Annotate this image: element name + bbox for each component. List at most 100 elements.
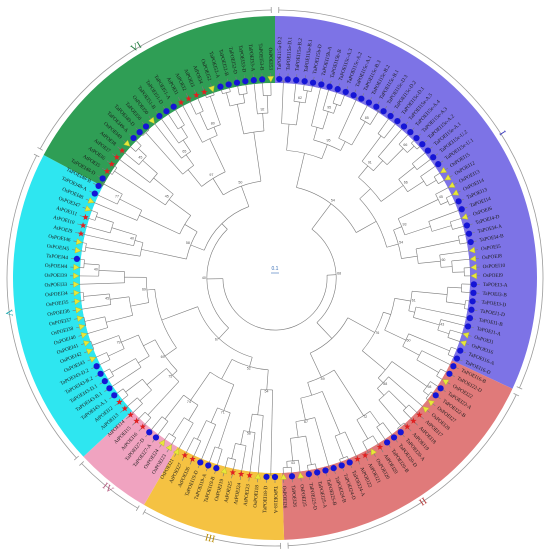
tree-branch-arc	[243, 130, 265, 135]
tree-branch	[369, 111, 379, 125]
tree-branch-arc	[122, 388, 129, 396]
tree-branch	[351, 121, 366, 146]
tree-branch-arc	[206, 420, 216, 425]
tree-branch	[322, 391, 341, 435]
scale-bar-label: 0.1	[272, 266, 279, 272]
wheat-leaf-marker	[384, 439, 391, 446]
tree-branch	[120, 397, 138, 413]
leaf-label: OsPOEI36	[47, 308, 71, 318]
wheat-leaf-marker	[250, 77, 257, 84]
wheat-leaf-marker	[301, 78, 308, 85]
wheat-leaf-marker	[314, 469, 321, 476]
tree-branch-arc	[436, 368, 441, 377]
tree-branch-arc	[423, 381, 431, 392]
tree-branch	[404, 226, 431, 236]
tree-branch-arc	[384, 298, 395, 331]
bootstrap-value: 80	[211, 121, 215, 125]
tree-branch	[423, 390, 429, 396]
tree-branch-arc	[300, 391, 323, 399]
wheat-leaf-marker	[334, 86, 341, 93]
bootstrap-value: 52	[247, 366, 251, 370]
tree-branch	[161, 306, 198, 321]
tree-branch-arc	[286, 150, 322, 159]
rice-leaf-marker	[442, 379, 450, 386]
rice-leaf-marker	[73, 281, 80, 288]
tree-branch	[408, 404, 424, 420]
tree-branch	[141, 249, 187, 260]
clade-label-i: I	[497, 129, 508, 138]
leaf-label: TaPOEI3-A	[483, 282, 508, 289]
rice-leaf-marker	[76, 315, 84, 322]
tree-branch-arc	[203, 206, 249, 251]
tree-branch	[386, 148, 404, 165]
leaf-label: TaPOEI25-D	[307, 482, 318, 510]
rice-leaf-marker	[462, 332, 470, 339]
wheat-leaf-marker	[430, 154, 437, 161]
wheat-leaf-marker	[346, 459, 353, 466]
rice-leaf-marker	[73, 289, 80, 297]
clade-sector-iii	[144, 446, 285, 540]
leaf-label: OsPOEI6	[472, 206, 493, 218]
tree-branch-arc	[109, 222, 114, 233]
tree-branch	[333, 369, 364, 416]
tree-branch	[322, 111, 329, 130]
tree-branch	[188, 404, 199, 421]
tree-branch-arc	[243, 430, 256, 433]
leaf-label: TaPOEI26	[290, 485, 298, 508]
tree-branch	[108, 348, 125, 357]
bootstrap-value: 54	[265, 390, 269, 394]
leaf-label: OsPOEI26	[281, 486, 288, 509]
tree-branch	[393, 226, 402, 231]
tree-branch	[407, 145, 415, 153]
tree-branch	[180, 126, 188, 138]
tree-branch-arc	[197, 306, 253, 358]
bootstrap-value: 76	[375, 331, 379, 335]
rice-leaf-marker	[448, 181, 456, 188]
tree-branch	[212, 178, 224, 196]
leaf-label: OsPOEI25	[298, 484, 307, 507]
tree-branch	[296, 101, 300, 126]
wheat-leaf-marker	[432, 392, 439, 399]
tree-branch	[321, 144, 328, 159]
wheat-leaf-marker	[435, 161, 442, 168]
leaf-label: OsPOEI46	[48, 234, 72, 244]
tree-branch	[373, 160, 383, 171]
tree-branch	[402, 346, 420, 356]
tree-branch-arc	[397, 422, 405, 429]
tree-branch-arc	[408, 291, 413, 311]
tree-branch-arc	[260, 388, 273, 391]
bootstrap-value: 98	[427, 385, 431, 389]
arabidopsis-leaf-marker	[403, 423, 411, 430]
leaf-label: TaPOEI25-A	[316, 481, 328, 509]
leaf-label: TaPOEI53-A	[247, 44, 256, 72]
tree-branch-arc	[377, 376, 389, 389]
tree-branch	[221, 223, 228, 230]
rice-leaf-marker	[470, 272, 477, 280]
bootstrap-value: 66	[404, 181, 408, 185]
bootstrap-value: 45	[439, 195, 443, 199]
bootstrap-value: 40	[94, 267, 98, 271]
wheat-leaf-marker	[450, 363, 457, 370]
tree-branch-arc	[222, 275, 328, 331]
wheat-leaf-marker	[470, 281, 477, 288]
tree-branch-arc	[135, 358, 142, 368]
tree-branch	[359, 188, 371, 200]
arabidopsis-leaf-marker	[116, 398, 123, 405]
rice-leaf-marker	[469, 255, 477, 262]
wheat-leaf-marker	[365, 99, 373, 106]
tree-branch-arc	[296, 187, 357, 233]
leaf-label: OsPOEI1	[473, 334, 494, 346]
tree-branch	[138, 417, 152, 432]
tree-branch	[361, 135, 382, 162]
tree-branch-arc	[239, 93, 248, 96]
tree-branch-arc	[293, 101, 306, 104]
tree-branch	[305, 436, 312, 465]
tree-background-disc	[80, 83, 470, 473]
clade-ring-arc-iv	[81, 463, 138, 509]
tree-branch	[253, 132, 262, 182]
wheat-leaf-marker	[284, 76, 291, 83]
bootstrap-value: 43	[291, 461, 295, 465]
tree-branch-arc	[378, 390, 390, 401]
clade-label-iii: III	[204, 532, 216, 545]
